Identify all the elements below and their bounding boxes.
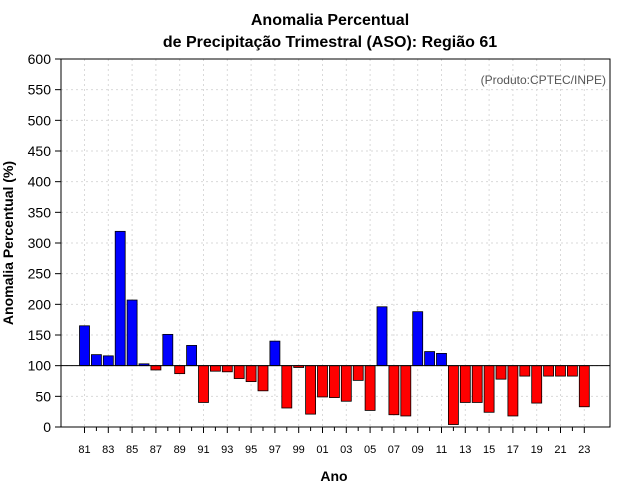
y-axis: 0 50 100 150 200 250 300 350 400 450 500 550 600	[28, 51, 61, 435]
bar-20	[543, 365, 554, 377]
x-tick-label: 85	[126, 444, 138, 456]
bar-18	[519, 365, 531, 377]
chart-subtitle: de Precipitação Trimestral (ASO): Região…	[163, 34, 497, 51]
bar-16	[495, 365, 507, 380]
y-tick-label: 400	[28, 174, 52, 190]
y-tick-label: 50	[35, 388, 51, 404]
x-tick-label: 81	[78, 444, 90, 456]
x-tick-label: 01	[316, 444, 328, 456]
bar-02	[328, 365, 340, 398]
bar-81	[79, 325, 90, 367]
y-tick-label: 0	[43, 419, 51, 435]
y-tick-label: 350	[28, 204, 52, 220]
bar-83	[102, 355, 114, 367]
bar-04	[352, 365, 364, 381]
x-tick-label: 87	[150, 444, 162, 456]
bar-94	[233, 365, 245, 379]
x-tick-label: 97	[269, 444, 281, 456]
x-axis: 81 83 85 87 89 91 93 95 97 99 01 03 05 07 09 11 13 15 17 19…	[78, 427, 590, 456]
y-tick-label: 600	[28, 51, 52, 67]
bar-08	[400, 365, 412, 417]
bar-22	[567, 365, 578, 377]
x-tick-label: 23	[578, 444, 590, 456]
x-tick-label: 15	[483, 444, 495, 456]
x-tick-label: 95	[245, 444, 257, 456]
x-tick-label: 03	[340, 444, 352, 456]
bar-82	[91, 354, 102, 367]
bar-00	[305, 365, 317, 415]
bar-92	[209, 365, 221, 372]
y-tick-label: 150	[28, 327, 52, 343]
bar-11	[436, 352, 447, 367]
bar-23	[578, 365, 590, 408]
source-annotation: (Produto:CPTEC/INPE)	[481, 73, 606, 87]
bar-15	[483, 365, 495, 413]
y-axis-title: Anomalia Percentual (%)	[0, 161, 16, 325]
y-tick-label: 450	[28, 143, 52, 159]
bar-10	[424, 351, 436, 367]
bar-12	[447, 365, 459, 425]
bar-87	[150, 365, 162, 371]
x-tick-label: 19	[531, 444, 543, 456]
x-axis-title: Ano	[320, 468, 347, 484]
x-tick-label: 09	[412, 444, 424, 456]
bar-19	[531, 365, 543, 404]
bar-98	[281, 365, 293, 409]
x-tick-label: 89	[174, 444, 186, 456]
x-tick-label: 93	[221, 444, 233, 456]
y-tick-label: 300	[28, 235, 52, 251]
y-tick-label: 500	[28, 112, 52, 128]
x-tick-label: 83	[102, 444, 114, 456]
bar-84	[114, 230, 126, 367]
bar-89	[174, 365, 186, 375]
x-tick-label: 11	[436, 444, 447, 456]
bar-01	[317, 365, 328, 398]
x-tick-label: 05	[364, 444, 376, 456]
y-tick-label: 550	[28, 82, 52, 98]
bar-85	[126, 299, 138, 367]
y-tick-label: 200	[28, 296, 52, 312]
bar-05	[364, 365, 376, 411]
x-tick-label: 13	[459, 444, 471, 456]
x-tick-label: 17	[507, 444, 519, 456]
x-tick-label: 21	[554, 444, 566, 456]
bar-96	[257, 365, 269, 392]
bar-97	[269, 340, 281, 367]
y-tick-label: 250	[28, 266, 52, 282]
bar-21	[555, 365, 566, 377]
x-tick-label: 99	[293, 444, 305, 456]
bar-17	[507, 365, 519, 417]
bar-07	[388, 365, 400, 416]
bars	[79, 230, 590, 425]
chart-title: Anomalia Percentual	[251, 12, 409, 29]
x-tick-label: 91	[197, 444, 209, 456]
bar-14	[471, 365, 483, 403]
bar-95	[245, 365, 257, 383]
bar-91	[198, 365, 209, 403]
y-tick-label: 100	[28, 358, 52, 374]
bar-06	[376, 306, 388, 367]
bar-93	[221, 365, 233, 373]
x-tick-label: 07	[388, 444, 400, 456]
bar-09	[412, 311, 424, 367]
bar-88	[162, 333, 174, 367]
bar-90	[186, 345, 198, 367]
bar-13	[459, 365, 471, 403]
bar-03	[340, 365, 352, 402]
